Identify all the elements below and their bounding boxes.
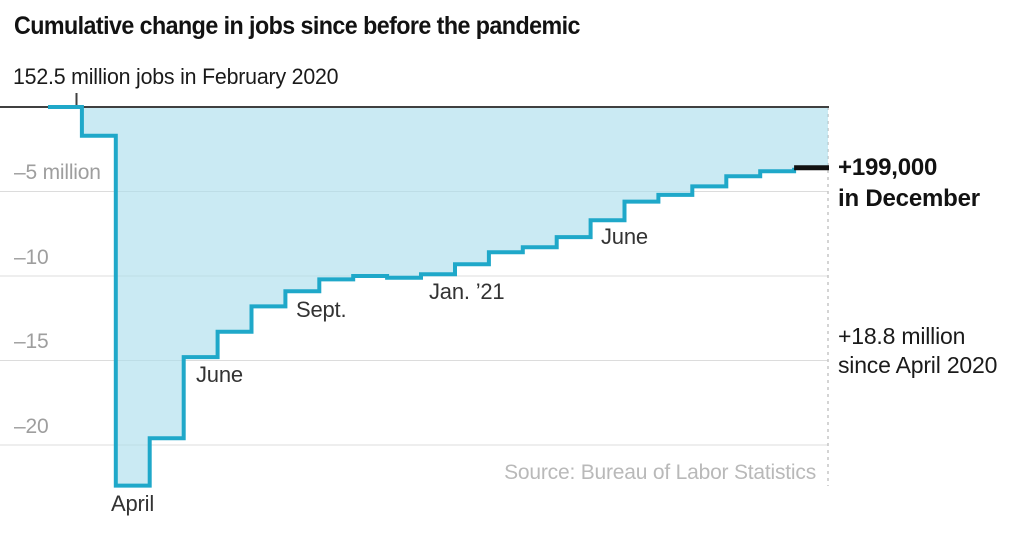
x-label-april-2020: April <box>111 491 155 516</box>
x-label-june-2021: June <box>601 224 648 249</box>
x-label-jan-2021: Jan. ’21 <box>429 279 505 304</box>
chart-title: Cumulative change in jobs since before t… <box>14 12 580 40</box>
y-axis-label--5-million: –5 million <box>14 161 101 184</box>
y-axis-label--20: –20 <box>14 415 49 438</box>
x-label-june-2020: June <box>196 362 243 387</box>
source-credit: Source: Bureau of Labor Statistics <box>504 461 816 484</box>
x-label-sept-2020: Sept. <box>296 297 347 322</box>
step-line <box>48 105 797 488</box>
annotation-recovery-since-april: +18.8 million since April 2020 <box>838 322 997 380</box>
annotation-recovery-value: +18.8 million <box>838 323 966 349</box>
area-fill <box>48 107 828 486</box>
annotation-december-value: +199,000 <box>838 154 938 181</box>
y-axis-label--10: –10 <box>14 246 49 269</box>
annotation-december-change: +199,000 in December <box>838 152 980 214</box>
y-axis-label--15: –15 <box>14 330 49 353</box>
chart-subtitle: 152.5 million jobs in February 2020 <box>13 64 339 89</box>
annotation-december-label: in December <box>838 185 980 212</box>
annotation-recovery-label: since April 2020 <box>838 352 998 378</box>
